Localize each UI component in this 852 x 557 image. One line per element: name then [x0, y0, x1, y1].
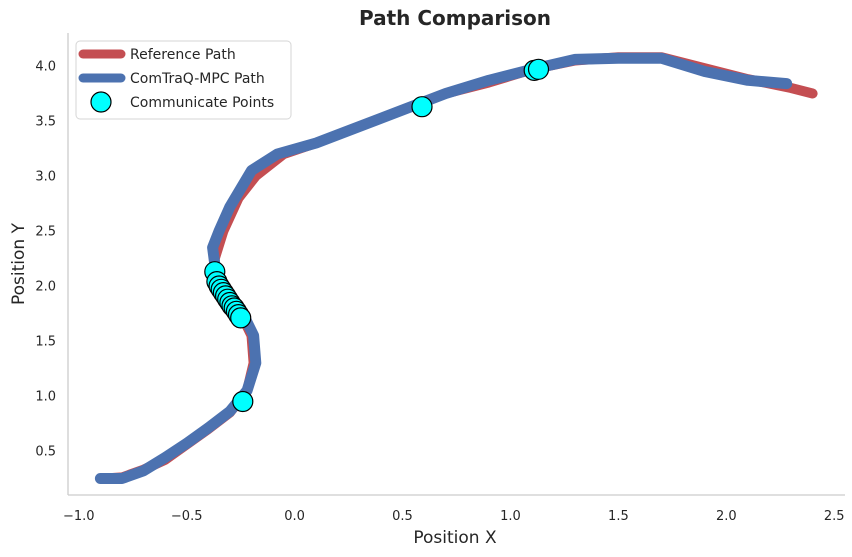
- x-tick-label: −0.5: [171, 509, 203, 524]
- x-axis-ticks: −1.0 −0.5 0.0 0.5 1.0 1.5 2.0 2.5: [63, 509, 845, 524]
- communicate-point: [411, 96, 433, 118]
- y-tick-label: 1.0: [35, 390, 56, 405]
- y-tick-label: 0.5: [35, 445, 56, 460]
- legend-swatch-points: [90, 91, 112, 113]
- communicate-point: [230, 307, 252, 329]
- x-axis-label: Position X: [413, 528, 497, 548]
- y-tick-label: 3.0: [35, 170, 56, 185]
- y-tick-label: 2.5: [35, 225, 56, 240]
- x-tick-label: 2.5: [824, 509, 845, 524]
- x-tick-label: 1.5: [608, 509, 629, 524]
- communicate-points: [204, 58, 550, 413]
- y-axis-label: Position Y: [9, 222, 29, 305]
- y-tick-label: 2.0: [35, 280, 56, 295]
- series-line-comtraq-mpc-path: [94, 52, 793, 484]
- communicate-point: [527, 58, 550, 80]
- x-tick-label: 0.0: [284, 509, 305, 524]
- chart-title: Path Comparison: [359, 6, 551, 30]
- legend: Reference Path ComTraQ-MPC Path Communic…: [75, 40, 292, 120]
- x-tick-label: 1.0: [500, 509, 521, 524]
- x-tick-label: 2.0: [716, 509, 737, 524]
- legend-label-points: Communicate Points: [130, 95, 274, 111]
- y-tick-label: 3.5: [35, 115, 56, 130]
- y-tick-label: 4.0: [35, 60, 56, 75]
- communicate-point: [232, 390, 254, 413]
- x-tick-label: 0.5: [392, 509, 413, 524]
- legend-frame: [75, 40, 292, 120]
- plot-series: [94, 52, 818, 484]
- x-tick-label: −1.0: [63, 509, 95, 524]
- y-tick-label: 1.5: [35, 335, 56, 350]
- legend-label-comtraq: ComTraQ-MPC Path: [130, 71, 265, 87]
- y-axis-ticks: 0.5 1.0 1.5 2.0 2.5 3.0 3.5 4.0: [35, 60, 56, 460]
- legend-label-reference: Reference Path: [130, 47, 236, 63]
